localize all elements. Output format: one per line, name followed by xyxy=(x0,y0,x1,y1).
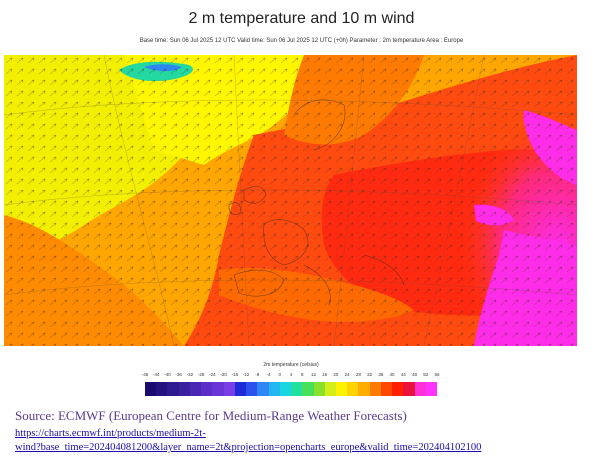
temperature-map xyxy=(4,55,577,346)
legend-swatch xyxy=(223,382,235,396)
legend-tick: 8 xyxy=(300,372,304,377)
legend-tick: 56 xyxy=(434,372,440,377)
legend-tick: -24 xyxy=(209,372,216,377)
legend-swatch xyxy=(313,382,325,396)
legend-tick: -40 xyxy=(164,372,171,377)
legend-tick: 4 xyxy=(289,372,293,377)
chart-subtitle: Base time: Sun 06 Jul 2025 12 UTC Valid … xyxy=(139,38,464,44)
legend-tick: -44 xyxy=(152,372,160,377)
legend-swatch xyxy=(414,382,426,396)
legend-tick: 24 xyxy=(344,372,350,377)
source-link-line1[interactable]: https://charts.ecmwf.int/products/medium… xyxy=(15,428,206,439)
legend-title: 2m temperature (celsius) xyxy=(263,362,319,368)
legend-tick: -48 xyxy=(141,372,149,377)
legend-swatch xyxy=(358,382,370,396)
legend-swatch xyxy=(335,382,348,396)
legend-tick: 48 xyxy=(412,372,418,377)
legend-tick: -20 xyxy=(220,372,227,377)
legend-tick: 36 xyxy=(378,372,384,377)
legend-swatch xyxy=(302,382,314,396)
legend-swatch xyxy=(369,382,381,396)
legend-swatch xyxy=(156,382,168,396)
legend-swatch xyxy=(246,382,258,396)
legend-swatch xyxy=(189,382,202,396)
legend-swatch xyxy=(268,382,280,396)
legend-swatch xyxy=(257,382,269,396)
legend-tick: 40 xyxy=(389,372,395,377)
wind-arrows-layer xyxy=(4,55,577,346)
legend-tick-labels: -48 -44 -40 -36 -32 -28 -24 -20 -16 -12 -8 -4 0 4 8 12 1… xyxy=(141,372,440,380)
legend-tick: 52 xyxy=(423,372,429,377)
map-svg xyxy=(4,55,577,346)
legend-tick: -8 xyxy=(255,372,260,377)
chart-title: 2 m temperature and 10 m wind xyxy=(188,10,415,27)
legend-tick: -36 xyxy=(175,372,182,377)
legend-swatch xyxy=(425,382,438,396)
source-link-line2[interactable]: wind?base_time=202404081200&layer_name=2… xyxy=(15,442,482,453)
source-credit: Source: ECMWF (European Centre for Mediu… xyxy=(15,408,407,423)
legend-swatch xyxy=(392,382,404,396)
legend-swatch xyxy=(234,382,247,396)
legend-tick: 32 xyxy=(367,372,373,377)
legend-tick: 44 xyxy=(400,372,406,377)
legend-swatch xyxy=(403,382,415,396)
legend-tick: 0 xyxy=(278,372,282,377)
legend-tick: 20 xyxy=(333,372,339,377)
legend-swatch xyxy=(291,382,303,396)
legend-tick: -4 xyxy=(266,372,271,377)
legend-tick: -32 xyxy=(186,372,194,377)
legend-swatch xyxy=(324,382,336,396)
legend-swatch xyxy=(347,382,359,396)
legend-swatch xyxy=(279,382,292,396)
legend-swatch xyxy=(178,382,190,396)
legend-tick: -12 xyxy=(242,372,250,377)
legend-tick: -28 xyxy=(197,372,205,377)
legend-color-bar xyxy=(145,382,438,396)
legend-swatch xyxy=(167,382,179,396)
legend-tick: -16 xyxy=(231,372,239,377)
legend-tick: 28 xyxy=(355,372,361,377)
legend-tick: 16 xyxy=(322,372,328,377)
legend-swatch xyxy=(145,382,157,396)
legend-tick: 12 xyxy=(310,372,316,377)
legend-swatch xyxy=(380,382,393,396)
coastlines xyxy=(228,99,405,306)
legend-swatch xyxy=(201,382,213,396)
temperature-legend: 2m temperature (celsius) -48 -44 -40 -36 -32… xyxy=(141,362,440,402)
legend-swatch xyxy=(212,382,224,396)
